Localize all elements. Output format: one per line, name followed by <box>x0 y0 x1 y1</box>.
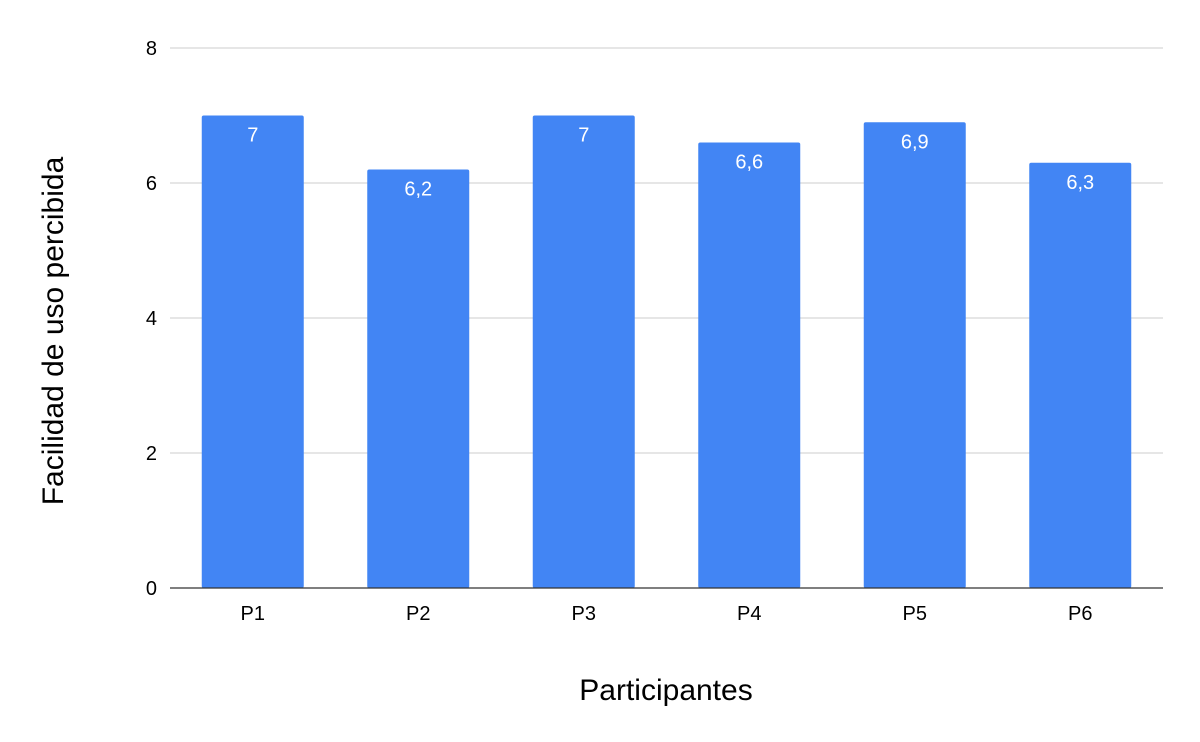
y-tick-label: 0 <box>146 578 157 600</box>
bar-p6 <box>1029 162 1132 588</box>
gridlines <box>170 47 1163 454</box>
x-tick-label: P3 <box>572 603 596 625</box>
bar-p2 <box>367 169 470 588</box>
bar-value-label: 6,2 <box>404 179 432 201</box>
bar-p1 <box>201 115 304 588</box>
bar-p3 <box>532 115 635 588</box>
bars <box>201 115 1132 588</box>
bar-value-label: 7 <box>578 125 589 147</box>
bar-p5 <box>863 122 966 588</box>
bar-value-labels: 7 6,2 7 6,6 6,9 6,3 <box>247 125 1094 201</box>
bar-value-label: 7 <box>247 125 258 147</box>
y-tick-label: 8 <box>146 38 157 60</box>
x-tick-label: P6 <box>1068 603 1092 625</box>
bar-value-label: 6,9 <box>901 131 929 153</box>
x-tick-label: P1 <box>241 603 265 625</box>
y-tick-label: 6 <box>146 173 157 195</box>
bar-value-label: 6,3 <box>1066 172 1094 194</box>
y-tick-labels: 0 2 4 6 8 <box>146 38 157 600</box>
x-tick-label: P4 <box>737 603 761 625</box>
x-tick-label: P5 <box>903 603 927 625</box>
y-tick-label: 2 <box>146 443 157 465</box>
x-tick-labels: P1 P2 P3 P4 P5 P6 <box>241 603 1093 625</box>
bar-value-label: 6,6 <box>735 152 763 174</box>
x-axis-title: Participantes <box>579 674 752 707</box>
x-tick-label: P2 <box>406 603 430 625</box>
bar-p4 <box>698 142 801 588</box>
y-axis-title: Facilidad de uso percibida <box>37 156 70 505</box>
y-tick-label: 4 <box>146 308 157 330</box>
